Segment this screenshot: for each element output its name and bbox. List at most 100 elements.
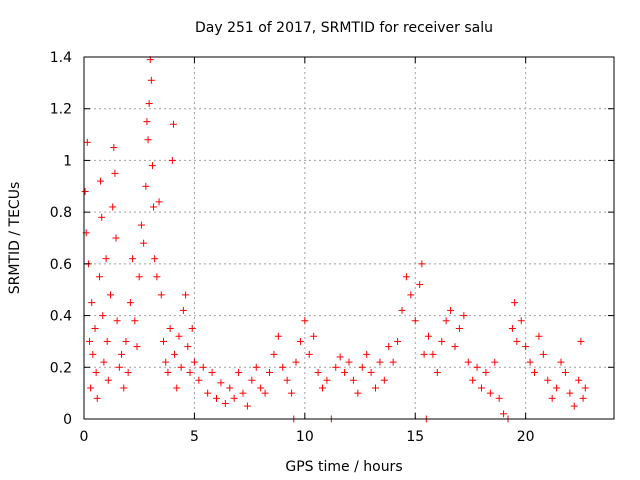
- data-point: [188, 325, 196, 332]
- data-point: [511, 299, 519, 307]
- data-point: [274, 332, 282, 340]
- data-point: [491, 358, 499, 366]
- data-point: [464, 358, 472, 366]
- data-point: [500, 410, 508, 418]
- data-point: [451, 343, 459, 351]
- data-point: [323, 376, 331, 384]
- data-point: [411, 317, 419, 325]
- data-point: [425, 332, 432, 340]
- data-point: [385, 343, 393, 351]
- data-point: [473, 363, 481, 371]
- data-point: [147, 76, 155, 84]
- data-point: [204, 389, 212, 397]
- data-point: [553, 384, 561, 392]
- data-point: [482, 368, 490, 376]
- data-point: [508, 325, 516, 332]
- data-point: [129, 255, 137, 263]
- y-tick-label: 0.2: [50, 360, 72, 376]
- data-point: [301, 317, 309, 325]
- data-point: [341, 368, 349, 376]
- y-tick-label: 1.2: [50, 102, 72, 118]
- data-point: [166, 325, 174, 332]
- data-point: [243, 402, 251, 410]
- data-point: [124, 368, 132, 376]
- data-point: [257, 384, 265, 392]
- data-point: [438, 337, 446, 345]
- data-point: [111, 169, 119, 177]
- data-point: [372, 384, 379, 392]
- y-tick-label: 0.6: [50, 257, 72, 273]
- x-tick-label: 0: [80, 429, 89, 445]
- data-point: [186, 368, 194, 376]
- data-point: [109, 203, 117, 211]
- data-point: [349, 376, 357, 384]
- data-point: [144, 136, 152, 144]
- data-point: [157, 291, 165, 299]
- data-point: [575, 376, 583, 384]
- data-point: [531, 368, 538, 376]
- data-point: [137, 221, 145, 229]
- data-point: [358, 363, 366, 371]
- data-point: [97, 177, 105, 185]
- data-point: [279, 363, 287, 371]
- data-point: [142, 182, 150, 190]
- x-tick-label: 15: [406, 429, 424, 445]
- data-point: [517, 317, 525, 325]
- data-point: [367, 368, 375, 376]
- data-point: [173, 384, 181, 392]
- data-point: [394, 337, 402, 345]
- data-point: [199, 363, 207, 371]
- data-point: [110, 144, 118, 151]
- data-point: [402, 273, 410, 281]
- x-tick-label: 10: [296, 429, 314, 445]
- data-point: [148, 162, 156, 170]
- data-point: [429, 350, 437, 358]
- data-point: [168, 156, 176, 164]
- data-point: [486, 389, 494, 397]
- data-point: [455, 325, 463, 332]
- data-point: [288, 389, 296, 397]
- data-point: [145, 100, 153, 108]
- data-point: [113, 317, 121, 325]
- data-point: [460, 312, 468, 320]
- data-point: [95, 273, 103, 281]
- y-tick-label: 1: [63, 153, 72, 169]
- data-point: [266, 368, 273, 376]
- data-point: [442, 317, 450, 325]
- data-point: [226, 384, 234, 392]
- data-point: [107, 291, 114, 299]
- data-point: [581, 384, 589, 392]
- x-axis-label: GPS time / hours: [285, 459, 402, 475]
- data-point: [363, 350, 371, 358]
- data-point: [420, 350, 428, 358]
- data-point: [190, 358, 198, 366]
- y-axis-label: SRMTID / TECUs: [7, 182, 23, 295]
- data-point: [557, 358, 565, 366]
- data-point: [332, 363, 340, 371]
- data-point: [354, 389, 362, 397]
- y-tick-label: 0.4: [50, 309, 72, 325]
- data-point: [131, 317, 139, 325]
- data-point: [513, 337, 521, 345]
- data-point: [336, 353, 344, 361]
- data-point: [305, 350, 313, 358]
- data-point: [566, 389, 574, 397]
- data-point: [102, 255, 110, 263]
- y-tick-label: 0.8: [50, 205, 72, 221]
- data-point: [184, 343, 192, 351]
- data-point: [81, 187, 89, 195]
- data-point: [151, 255, 159, 263]
- data-point: [213, 394, 220, 402]
- data-point: [270, 350, 278, 358]
- data-points: [81, 56, 589, 423]
- data-point: [118, 350, 126, 358]
- data-point: [261, 389, 269, 397]
- data-point: [526, 358, 534, 366]
- data-point: [112, 234, 120, 242]
- data-point: [89, 350, 97, 358]
- data-point: [115, 363, 123, 371]
- data-point: [296, 337, 304, 345]
- data-point: [93, 394, 101, 402]
- data-point: [539, 350, 547, 358]
- data-point: [535, 332, 543, 340]
